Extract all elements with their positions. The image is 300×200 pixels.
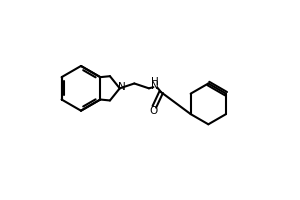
Text: H: H [152, 77, 159, 87]
Text: N: N [152, 81, 159, 91]
Text: O: O [149, 106, 158, 116]
Text: N: N [118, 82, 126, 92]
